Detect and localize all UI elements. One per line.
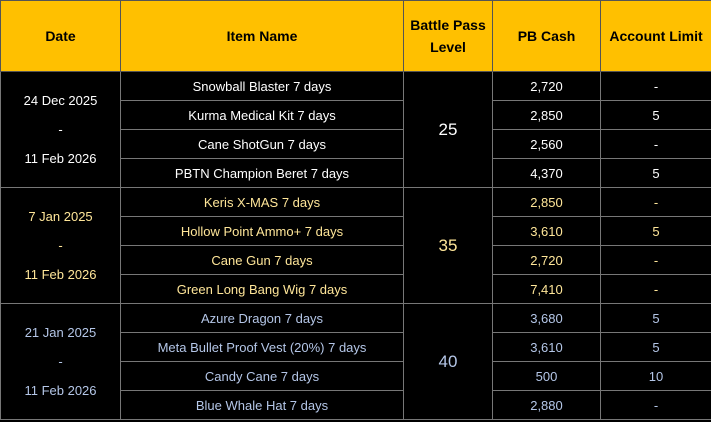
item-name: Azure Dragon 7 days xyxy=(120,303,404,333)
table-body: 24 Dec 2025 - 11 Feb 2026 Snowball Blaster … xyxy=(0,71,711,420)
account-limit: 5 xyxy=(600,303,711,333)
account-limit: - xyxy=(600,71,711,101)
item-name: Cane Gun 7 days xyxy=(120,245,404,275)
pb-cash: 7,410 xyxy=(492,274,601,304)
table-row: Candy Cane 7 days 500 10 xyxy=(1,361,711,391)
pb-cash: 3,680 xyxy=(492,303,601,333)
table-row: 24 Dec 2025 - 11 Feb 2026 Snowball Blaster … xyxy=(0,71,711,188)
header-cell: Account Limit xyxy=(600,0,711,72)
account-limit: - xyxy=(600,187,711,217)
item-name: PBTN Champion Beret 7 days xyxy=(120,158,404,188)
date-separator: - xyxy=(58,238,63,253)
date-start: 21 Jan 2025 xyxy=(24,325,97,340)
pb-cash: 500 xyxy=(492,361,601,391)
date-separator: - xyxy=(58,354,63,369)
pb-cash: 4,370 xyxy=(492,158,601,188)
pb-cash: 2,720 xyxy=(492,71,601,101)
battle-pass-level: 25 xyxy=(403,71,493,188)
item-name: Meta Bullet Proof Vest (20%) 7 days xyxy=(120,332,404,362)
date-end: 11 Feb 2026 xyxy=(24,267,97,282)
table-row: Meta Bullet Proof Vest (20%) 7 days 3,610… xyxy=(1,332,711,362)
header-cell: Date xyxy=(0,0,121,72)
header-row: Date Item Name Battle Pass Level PB Cash Acc… xyxy=(0,0,711,72)
item-name: Keris X-MAS 7 days xyxy=(120,187,404,217)
battle-pass-level: 35 xyxy=(403,187,493,304)
item-name: Blue Whale Hat 7 days xyxy=(120,390,404,420)
account-limit: - xyxy=(600,390,711,420)
account-limit: 5 xyxy=(600,100,711,130)
date-cell: 7 Jan 2025 - 11 Feb 2026 xyxy=(0,187,121,304)
account-limit: - xyxy=(600,129,711,159)
account-limit: - xyxy=(600,274,711,304)
account-limit: 5 xyxy=(600,332,711,362)
table-row: PBTN Champion Beret 7 days 4,370 5 xyxy=(1,158,711,188)
date-cell: 24 Dec 2025 - 11 Feb 2026 xyxy=(0,71,121,188)
pb-cash: 3,610 xyxy=(492,332,601,362)
pb-cash: 2,560 xyxy=(492,129,601,159)
item-name: Cane ShotGun 7 days xyxy=(120,129,404,159)
pb-cash: 2,880 xyxy=(492,390,601,420)
date-end: 11 Feb 2026 xyxy=(24,151,97,166)
date-cell: 21 Jan 2025 - 11 Feb 2026 xyxy=(0,303,121,420)
header-cell: Item Name xyxy=(120,0,404,72)
pb-cash: 2,850 xyxy=(492,100,601,130)
header-cell: Battle Pass Level xyxy=(403,0,493,72)
pb-cash: 3,610 xyxy=(492,216,601,246)
item-name: Green Long Bang Wig 7 days xyxy=(120,274,404,304)
header-cell: PB Cash xyxy=(492,0,601,72)
item-name: Kurma Medical Kit 7 days xyxy=(120,100,404,130)
account-limit: 5 xyxy=(600,216,711,246)
date-start: 7 Jan 2025 xyxy=(28,209,93,224)
date-separator: - xyxy=(58,122,63,137)
pb-cash: 2,720 xyxy=(492,245,601,275)
table-row: Blue Whale Hat 7 days 2,880- xyxy=(1,390,711,420)
account-limit: 10 xyxy=(600,361,711,391)
table-row: 7 Jan 2025 - 11 Feb 2026 Keris X-MAS 7 days… xyxy=(0,187,711,304)
item-name: Candy Cane 7 days xyxy=(120,361,404,391)
item-name: Snowball Blaster 7 days xyxy=(120,71,404,101)
table-row: Kurma Medical Kit 7 days 2,850 5 xyxy=(1,100,711,130)
table-row: 21 Jan 2025 - 11 Feb 2026 Azure Dragon 7 da… xyxy=(0,303,711,420)
item-name: Hollow Point Ammo+ 7 days xyxy=(120,216,404,246)
date-end: 11 Feb 2026 xyxy=(24,383,97,398)
pb-cash: 2,850 xyxy=(492,187,601,217)
date-start: 24 Dec 2025 xyxy=(23,93,98,108)
table-row: Cane Gun 7 days 2,720- xyxy=(1,245,711,275)
account-limit: 5 xyxy=(600,158,711,188)
table-row: Hollow Point Ammo+ 7 days 3,610 5 xyxy=(1,216,711,246)
table-row: Green Long Bang Wig 7 days 7,410- xyxy=(1,274,711,304)
battle-pass-level: 40 xyxy=(403,303,493,420)
table-row: Cane ShotGun 7 days 2,560- xyxy=(1,129,711,159)
account-limit: - xyxy=(600,245,711,275)
